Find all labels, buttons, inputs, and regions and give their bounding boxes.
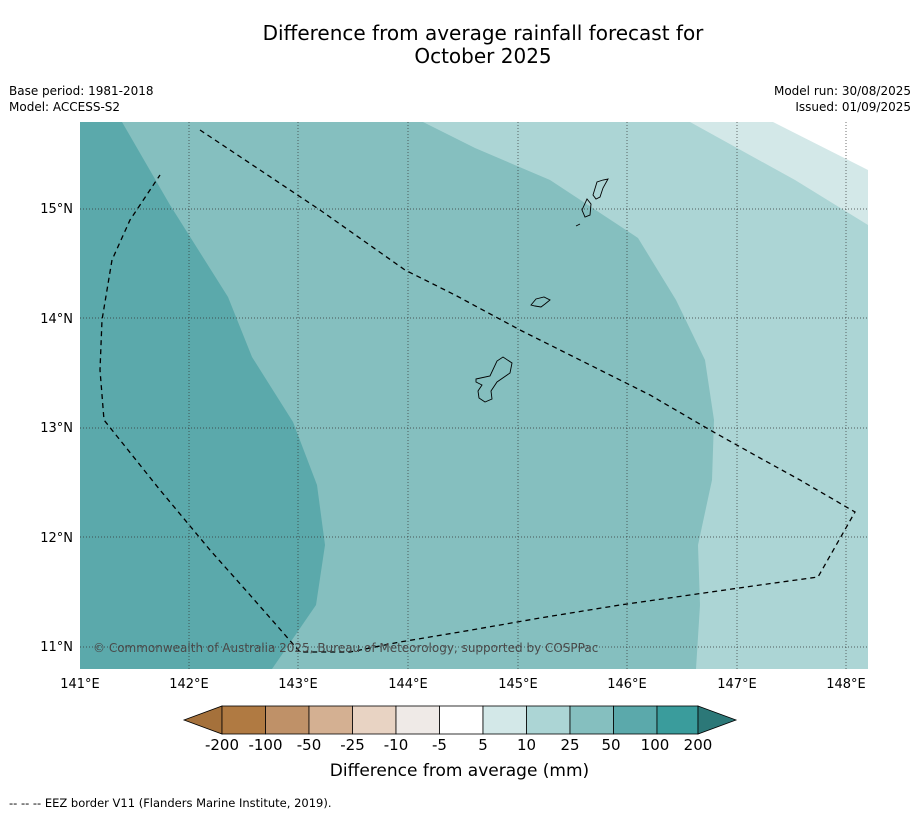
eez-legend-note: -- -- -- EEZ border V11 (Flanders Marine… [9, 796, 332, 810]
colorbar-swatch [221, 705, 266, 735]
island-aguijan [575, 223, 581, 227]
band-5-10 [690, 122, 868, 225]
colorbar-swatch [613, 705, 658, 735]
colorbar-swatch [308, 705, 353, 735]
lat-axis-labels: 15°N 14°N 13°N 12°N 11°N [40, 202, 73, 655]
colorbar-label: 200 [683, 736, 713, 754]
model-text: Model: ACCESS-S2 [9, 100, 121, 114]
band-10-25 [423, 122, 868, 669]
colorbar-swatch [526, 705, 571, 735]
graticule [80, 122, 868, 669]
colorbar-swatch [395, 705, 440, 735]
colorbar-label: 10 [516, 736, 537, 754]
colorbar-title: Difference from average (mm) [329, 761, 590, 781]
lat-label: 11°N [40, 640, 73, 655]
eez-border [99, 129, 856, 653]
lat-label: 12°N [40, 531, 73, 546]
chart-title: Difference from average rainfall forecas… [0, 22, 919, 68]
band-below-5 [773, 122, 868, 170]
colorbar-swatch [482, 705, 527, 735]
island-guam [475, 356, 513, 403]
colorbar-label: 25 [560, 736, 580, 754]
colorbar-label: -50 [296, 736, 322, 754]
lat-label: 13°N [40, 421, 73, 436]
colorbar-label: -25 [340, 736, 365, 754]
lon-label: 144°E [388, 677, 428, 692]
base-period-text: Base period: 1981-2018 [9, 84, 154, 98]
colorbar-label: 50 [601, 736, 621, 754]
island-saipan [592, 178, 609, 200]
lat-label: 15°N [40, 202, 73, 217]
model-run-text: Model run: 30/08/2025 [773, 84, 911, 98]
issued-text: Issued: 01/09/2025 [795, 100, 911, 114]
meta-right: Model run: 30/08/2025 Issued: 01/09/2025 [774, 83, 911, 115]
colorbar [182, 705, 738, 735]
lon-label: 143°E [278, 677, 318, 692]
lon-label: 145°E [498, 677, 538, 692]
copyright-text: © Commonwealth of Australia 2025, Bureau… [93, 641, 599, 655]
island-rota [530, 296, 551, 308]
lon-label: 148°E [826, 677, 866, 692]
colorbar-label: 5 [478, 736, 488, 754]
colorbar-label: 100 [640, 736, 670, 754]
colorbar-extend-high [697, 705, 738, 735]
colorbar-label: -200 [204, 736, 240, 754]
lat-label: 14°N [40, 312, 73, 327]
colorbar-extend-low [182, 705, 223, 735]
title-line-2: October 2025 [414, 44, 552, 68]
lon-axis-labels: 141°E 142°E 143°E 144°E 145°E 146°E 147°… [60, 677, 866, 692]
title-line-1: Difference from average rainfall forecas… [262, 21, 704, 45]
lon-label: 142°E [169, 677, 209, 692]
lon-label: 146°E [607, 677, 647, 692]
lon-label: 141°E [60, 677, 100, 692]
colorbar-swatch [439, 705, 484, 735]
colorbar-label: -100 [248, 736, 283, 754]
colorbar-swatch [352, 705, 397, 735]
colorbar-label: -10 [383, 736, 409, 754]
meta-left: Base period: 1981-2018 Model: ACCESS-S2 [9, 83, 154, 115]
lon-label: 147°E [717, 677, 757, 692]
island-tinian [581, 198, 592, 218]
colorbar-swatch [265, 705, 310, 735]
colorbar-swatch [656, 705, 699, 735]
islands [475, 178, 609, 403]
colorbar-label: -5 [432, 736, 447, 754]
colorbar-swatch [569, 705, 614, 735]
